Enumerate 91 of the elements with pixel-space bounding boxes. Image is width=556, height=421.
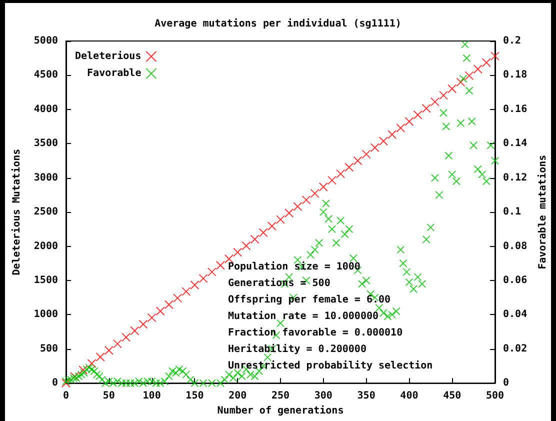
y-tick-label: 0: [52, 378, 58, 389]
y-tick-label: 1500: [34, 274, 58, 286]
annotation: Fraction favorable = 0.000010: [228, 326, 403, 338]
point: [104, 346, 114, 355]
point: [87, 358, 96, 368]
y2-tick-label: 0: [503, 378, 510, 389]
point: [78, 366, 88, 375]
point: [293, 202, 302, 212]
point: [378, 136, 388, 146]
point: [353, 156, 362, 166]
y2-tick-label: 0.02: [503, 343, 528, 354]
point: [156, 306, 165, 316]
point: [422, 104, 431, 113]
y-tick-label: 2500: [34, 206, 58, 218]
y-tick-label: 4500: [34, 70, 58, 81]
annotation: Mutation rate = 10.000000: [228, 310, 379, 322]
x-tick-label: 450: [443, 390, 462, 402]
point: [490, 52, 500, 61]
x-axis-title: Number of generations: [217, 404, 344, 416]
point: [164, 300, 174, 310]
legend-label: Deleterious: [74, 50, 142, 62]
y-tick-label: 4000: [34, 104, 58, 115]
point: [276, 215, 286, 224]
point: [473, 64, 482, 74]
y-tick-label: 3000: [34, 172, 58, 184]
y2-tick-label: 0.06: [503, 274, 528, 286]
point: [302, 195, 311, 204]
x-tick-label: 200: [228, 390, 247, 402]
y-axis-title: Deleterious Mutations: [10, 148, 22, 276]
x-tick-label: 250: [271, 390, 290, 402]
point: [250, 234, 260, 244]
point: [344, 162, 354, 172]
y-tick-label: 2000: [34, 240, 58, 252]
point: [207, 267, 216, 276]
point: [173, 294, 182, 303]
point: [464, 71, 474, 80]
point: [439, 90, 448, 100]
point: [448, 84, 457, 94]
point: [284, 208, 294, 218]
x-tick-label: 350: [357, 390, 376, 402]
legend-label: Favorable: [87, 68, 142, 79]
y2-tick-label: 0.16: [503, 104, 528, 115]
point: [233, 248, 242, 257]
point: [413, 110, 422, 120]
point: [138, 320, 148, 329]
y-tick-label: 3500: [34, 138, 58, 150]
point: [456, 78, 466, 87]
y2-tick-label: 0.2: [503, 36, 522, 46]
point: [327, 176, 336, 185]
point: [310, 188, 320, 198]
y2-tick-label: 0.14: [503, 138, 528, 150]
y2-tick-label: 0.1: [503, 206, 522, 218]
annotation: Offspring per female = 6.00: [228, 294, 391, 306]
y2-tick-label: 0.12: [503, 172, 528, 184]
point: [258, 228, 268, 238]
point: [318, 182, 328, 192]
point: [198, 274, 208, 283]
point: [242, 241, 251, 250]
point: [96, 352, 105, 362]
y-tick-label: 1000: [34, 309, 58, 320]
y2-tick-label: 0.04: [503, 309, 528, 320]
point: [404, 116, 414, 126]
point: [362, 150, 371, 159]
point: [147, 313, 156, 322]
y2-axis-title: Favorable mutations: [536, 154, 548, 270]
x-tick-label: 50: [102, 390, 115, 402]
point: [130, 326, 140, 336]
point: [216, 260, 225, 270]
point: [370, 143, 380, 152]
point: [190, 280, 200, 290]
y-tick-label: 5000: [34, 36, 58, 46]
point: [388, 130, 397, 140]
point: [430, 97, 440, 106]
chart-title: Average mutations per individual (sg1111): [154, 18, 402, 30]
point: [182, 287, 191, 296]
point: [336, 169, 346, 178]
y2-tick-label: 0.08: [503, 240, 528, 252]
point: [267, 222, 276, 231]
x-tick-label: 0: [62, 390, 70, 402]
x-tick-label: 150: [186, 390, 204, 402]
x-tick-label: 400: [400, 390, 418, 402]
point: [112, 339, 122, 348]
x-tick-label: 300: [314, 390, 332, 402]
point: [62, 378, 70, 388]
point: [482, 58, 491, 68]
y2-tick-label: 0.18: [503, 70, 528, 81]
x-tick-label: 500: [486, 390, 504, 402]
x-tick-label: 100: [142, 390, 161, 402]
y-tick-label: 500: [40, 343, 58, 354]
point: [122, 332, 131, 342]
point: [396, 124, 406, 133]
